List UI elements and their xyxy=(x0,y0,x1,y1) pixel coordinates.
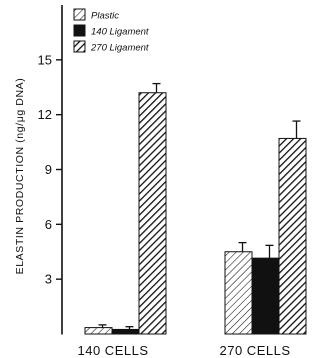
bar-plastic-1 xyxy=(224,251,253,335)
bar-270-ligament-1 xyxy=(278,137,307,335)
category-label: 270 CELLS xyxy=(220,343,291,358)
y-tick-label: 6 xyxy=(45,217,52,232)
bar-270-ligament-0 xyxy=(138,92,167,335)
bars: 140 CELLS 270 CELLS xyxy=(78,82,307,358)
bar-140-ligament-0 xyxy=(111,328,140,335)
legend-swatch xyxy=(73,24,86,37)
y-tick-label: 15 xyxy=(38,52,52,67)
legend-swatch xyxy=(73,8,86,21)
y-axis: 3 6 9 12 15 xyxy=(38,5,63,335)
legend-label: 270 Ligament xyxy=(90,43,149,54)
y-tick-label: 9 xyxy=(45,162,52,177)
legend: Plastic 140 Ligament 270 Ligament xyxy=(73,8,149,54)
legend-label: Plastic xyxy=(91,11,119,22)
bar-140-ligament-1 xyxy=(251,257,280,335)
category-label: 140 CELLS xyxy=(78,343,149,358)
y-tick-label: 12 xyxy=(38,107,52,122)
y-tick-label: 3 xyxy=(45,272,52,287)
y-axis-title: ELASTIN PRODUCTION (ng/μg DNA) xyxy=(14,78,26,275)
bar-plastic-0 xyxy=(84,327,113,335)
legend-label: 140 Ligament xyxy=(91,27,149,38)
legend-swatch xyxy=(73,40,86,53)
